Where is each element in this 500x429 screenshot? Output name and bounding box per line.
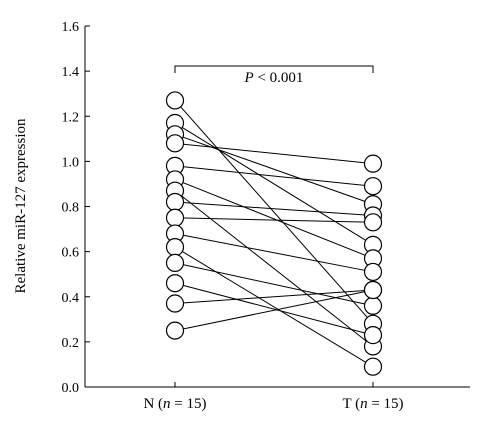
y-tick-label: 0.2	[62, 336, 80, 351]
y-tick-label: 0.4	[62, 291, 80, 306]
y-ticks: 0.0 0.2 0.4 0.6 0.8 1.0 1.2 1.4 1.6	[62, 20, 90, 396]
data-point-n	[165, 274, 185, 293]
data-point-t	[363, 262, 383, 282]
pair-line	[174, 217, 374, 223]
pair-line	[174, 246, 374, 368]
significance-bracket: P < 0.001	[174, 65, 374, 86]
data-point-t	[363, 213, 383, 232]
data-point-n	[165, 134, 185, 153]
pair-line	[174, 282, 374, 336]
y-tick-label: 0.6	[62, 246, 80, 261]
data-point-t	[363, 280, 383, 300]
y-tick-label: 1.2	[62, 110, 80, 125]
pair-line	[174, 233, 374, 273]
pair-line	[174, 289, 374, 332]
pair-line	[174, 178, 374, 259]
pair-line	[174, 190, 374, 347]
y-tick-label: 1.4	[62, 65, 80, 80]
pair-line	[174, 165, 374, 187]
pair-line	[174, 122, 374, 246]
x-tick-label: T (n = 15)	[342, 396, 403, 412]
data-point-n	[165, 238, 185, 257]
data-point-t	[363, 326, 383, 345]
pair-line	[174, 201, 374, 217]
pair-line	[174, 100, 374, 325]
data-point-t	[363, 357, 383, 376]
y-tick-label: 1.6	[62, 20, 80, 35]
data-point-t	[363, 177, 383, 196]
x-tick-label: N (n = 15)	[143, 396, 206, 412]
x-ticks: N (n = 15) T (n = 15)	[143, 382, 404, 412]
pair-line	[174, 289, 374, 305]
p-value-annotation: P < 0.001	[244, 70, 304, 86]
pair-line	[174, 133, 374, 205]
data-point-n	[165, 91, 185, 110]
data-point-t	[363, 154, 383, 173]
data-point-n	[165, 321, 185, 340]
data-markers	[165, 91, 383, 376]
pair-line	[174, 262, 374, 307]
data-point-n	[165, 192, 185, 212]
pair-line	[174, 142, 374, 165]
y-tick-label: 1.0	[62, 155, 80, 170]
y-tick-label: 0.0	[62, 381, 80, 396]
y-axis-label: Relative miR-127 expression	[13, 118, 29, 293]
data-point-t	[363, 296, 383, 315]
data-point-n	[165, 294, 185, 313]
y-tick-label: 0.8	[62, 201, 80, 216]
paired-lines	[174, 100, 374, 368]
data-point-n	[165, 253, 185, 273]
data-point-n	[165, 208, 185, 227]
